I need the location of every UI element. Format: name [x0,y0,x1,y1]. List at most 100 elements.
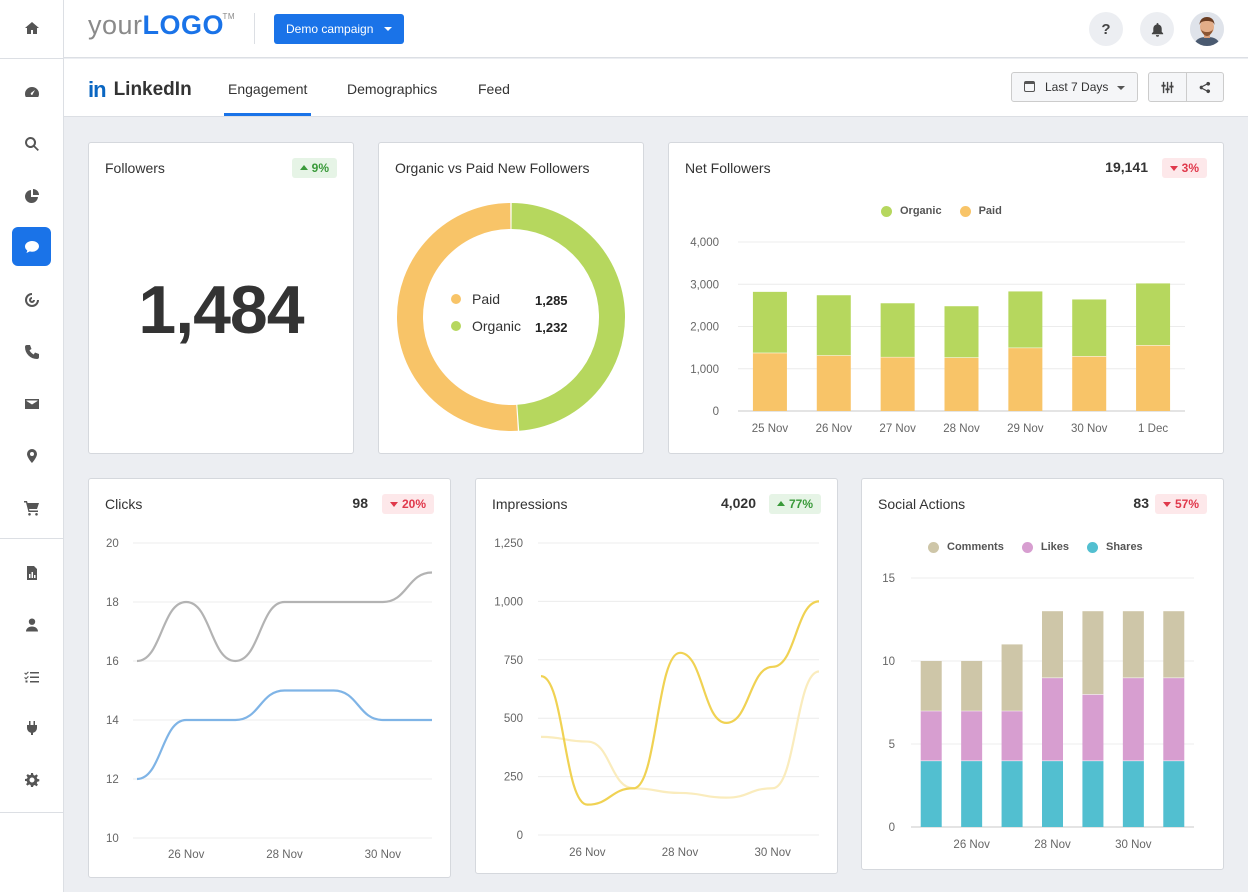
y-tick-label: 2,000 [690,322,719,334]
legend-item-likes[interactable]: Likes [1021,541,1069,553]
bar-shares [1042,760,1063,827]
notifications-button[interactable] [1140,12,1174,46]
followers-title: Followers [105,160,165,176]
y-tick-label: 1,250 [494,538,523,550]
bar-shares [1122,760,1144,827]
location-pin-icon [26,448,37,463]
legend-label: Organic [900,205,942,217]
header-divider [254,13,255,44]
tab-feed[interactable]: Feed [478,81,510,97]
phone-icon [24,344,39,359]
legend-item-paid[interactable]: Paid [959,205,1002,217]
bar-organic [1008,291,1043,348]
share-button[interactable] [1185,73,1223,101]
customize-button[interactable] [1149,73,1186,101]
legend-item-organic[interactable]: Organic [881,205,942,217]
search-icon [24,136,39,151]
net-followers-chart: 0 1,000 2,000 3,000 4,000 25 Nov 26 Nov 27 Nov 2… [690,237,1185,435]
series-line [540,670,820,799]
sidebar-divider [0,538,64,539]
sidebar-item-search[interactable] [12,124,51,163]
bar-likes [920,710,942,761]
sidebar-item-integrations[interactable] [12,708,51,747]
donut-legend-paid-label: Paid [472,291,501,307]
series-line [136,571,433,663]
legend-swatch [928,541,939,553]
gear-icon [24,772,39,787]
sidebar-item-settings[interactable] [12,760,51,799]
social-actions-total: 83 [1133,495,1149,511]
home-icon [24,21,39,34]
donut-legend-organic-label: Organic [472,318,522,334]
x-tick-label: 26 Nov [816,423,853,435]
date-range-selector[interactable]: Last 7 Days [1011,72,1138,102]
clicks-chart: 10 12 14 16 18 20 26 Nov 28 Nov 30 Nov [106,538,433,861]
sidebar-item-reports-list[interactable] [12,553,51,592]
x-tick-label: 28 Nov [1034,839,1071,851]
bar-likes [961,710,983,761]
sidebar-item-reports[interactable] [12,176,51,215]
user-icon [25,618,38,631]
bar-organic [1072,299,1107,357]
sidebar-item-social[interactable] [12,227,51,266]
y-tick-label: 20 [106,538,119,550]
sidebar-item-ppc[interactable] [12,280,51,319]
bar-paid [944,357,979,411]
y-tick-label: 250 [504,772,523,784]
bar-paid [816,355,851,411]
y-tick-label: 500 [504,713,523,725]
y-tick-label: 0 [889,822,895,834]
bar-comments [1001,644,1023,711]
sidebar-item-users[interactable] [12,605,51,644]
legend-item-shares[interactable]: Shares [1086,541,1143,553]
legend-item-comments[interactable]: Comments [928,541,1004,553]
tab-demographics[interactable]: Demographics [347,81,438,97]
plug-icon [26,720,37,735]
bar-shares [1082,760,1104,827]
legend-label: Shares [1105,541,1143,553]
tab-engagement[interactable]: Engagement [228,81,308,97]
bar-paid [880,356,915,411]
sidebar-item-ecommerce[interactable] [12,488,51,527]
bar-paid [1008,347,1043,411]
y-tick-label: 0 [517,830,523,842]
sidebar-item-tasks[interactable] [12,657,51,696]
report-icon [26,565,37,580]
social-actions-change-badge: 57% [1154,494,1207,514]
bar-paid [1072,356,1107,411]
net-followers-card: Net Followers 19,141 3% Organic Paid 0 1,… [668,142,1224,454]
bar-comments [961,661,983,711]
brand-logo[interactable]: yourLOGO TM [88,10,235,41]
y-tick-label: 3,000 [690,279,719,291]
campaign-selector[interactable]: Demo campaign [274,14,404,44]
net-followers-title: Net Followers [685,160,771,176]
sidebar-item-local[interactable] [12,436,51,475]
x-tick-label: 25 Nov [752,423,789,435]
sidebar-item-home[interactable] [12,8,51,47]
sidebar-divider [0,58,64,59]
series-line [540,600,820,806]
organic-vs-paid-card: Organic vs Paid New Followers Paid 1,285… [378,142,644,454]
bar-organic [1136,283,1171,346]
help-button[interactable]: ? [1089,12,1123,46]
net-followers-legend: Organic Paid [881,205,1020,217]
user-avatar[interactable] [1190,12,1224,46]
help-icon: ? [1101,20,1111,38]
toolbar-actions [1148,72,1224,102]
calendar-icon [1024,81,1035,92]
donut-legend-paid-value: 1,285 [535,293,568,308]
social-actions-legend: Comments Likes Shares [928,541,1161,553]
social-actions-title: Social Actions [878,496,966,512]
impressions-card: Impressions 4,020 77% 0 250 500 750 1,000 1,2… [475,478,838,874]
sidebar-item-dashboard[interactable] [12,72,51,111]
sidebar-item-email[interactable] [12,384,51,423]
bar-likes [1122,677,1144,761]
legend-swatch [1021,541,1033,553]
y-tick-label: 10 [882,656,895,668]
bar-organic [752,291,787,353]
sidebar-item-calls[interactable] [12,332,51,371]
bar-comments [920,661,942,711]
net-followers-change-badge: 3% [1161,158,1207,178]
campaign-selector-label: Demo campaign [286,22,374,36]
x-tick-label: 28 Nov [662,847,699,859]
